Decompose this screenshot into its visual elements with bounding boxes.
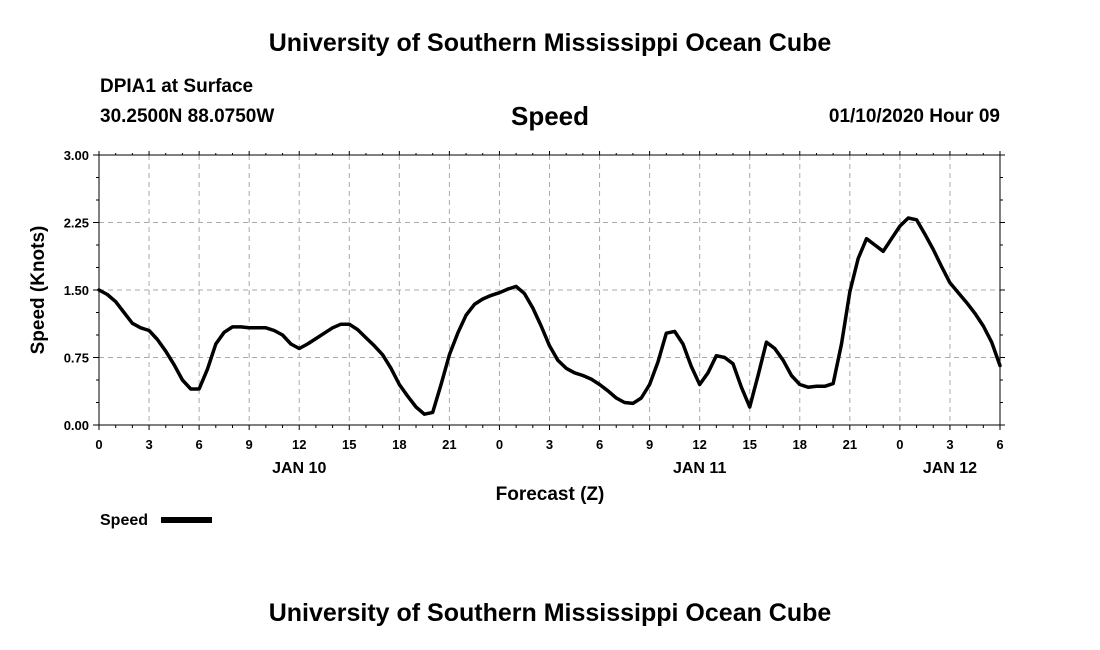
x-tick-label: 12 (692, 437, 706, 452)
x-tick-label: 3 (145, 437, 152, 452)
x-tick-label: 15 (342, 437, 356, 452)
day-label: JAN 11 (673, 460, 726, 477)
speed-series-line (97, 216, 1002, 416)
y-tick-label: 3.00 (64, 148, 89, 163)
x-tick-label: 12 (292, 437, 306, 452)
x-tick-label: 0 (496, 437, 503, 452)
y-tick-label: 0.00 (64, 418, 89, 433)
x-tick-label: 15 (742, 437, 756, 452)
y-tick-label: 1.50 (64, 283, 89, 298)
x-tick-label: 21 (442, 437, 456, 452)
x-tick-label: 18 (793, 437, 807, 452)
y-tick-label: 2.25 (64, 216, 89, 231)
x-axis-title: Forecast (Z) (496, 484, 605, 505)
day-label: JAN 12 (923, 460, 977, 477)
x-tick-label: 9 (246, 437, 253, 452)
issue-time-label: 01/10/2020 Hour 09 (828, 106, 1000, 127)
x-axis-tick-labels: 0 3 6 9 12 15 18 21 0 3 6 9 12 15 18 21 0 3 6 (95, 437, 1003, 452)
y-axis-tick-labels: 0.00 0.75 1.50 2.25 3.00 (64, 148, 89, 433)
legend-label: Speed (100, 512, 148, 529)
day-labels: JAN 10 JAN 11 JAN 12 (272, 460, 977, 477)
x-tick-label: 0 (896, 437, 903, 452)
x-tick-label: 18 (392, 437, 406, 452)
x-tick-label: 21 (843, 437, 857, 452)
legend-swatch (161, 517, 212, 523)
footer-title: University of Southern Mississippi Ocean… (268, 599, 832, 627)
x-tick-label: 6 (596, 437, 603, 452)
grid (99, 155, 1000, 425)
x-tick-label: 9 (646, 437, 653, 452)
axis-ticks (93, 151, 1005, 430)
x-tick-label: 6 (195, 437, 202, 452)
y-tick-label: 0.75 (64, 351, 89, 366)
x-tick-label: 3 (546, 437, 553, 452)
station-label: DPIA1 at Surface (100, 76, 254, 97)
chart-title: Speed (510, 101, 590, 131)
main-title: University of Southern Mississippi Ocean… (268, 29, 832, 57)
coordinates-label: 30.2500N 88.0750W (100, 106, 275, 127)
x-tick-label: 6 (996, 437, 1003, 452)
x-tick-label: 0 (95, 437, 102, 452)
day-label: JAN 10 (272, 460, 326, 477)
legend: Speed (100, 512, 212, 529)
y-axis-title: Speed (Knots) (28, 226, 49, 355)
x-tick-label: 3 (946, 437, 953, 452)
